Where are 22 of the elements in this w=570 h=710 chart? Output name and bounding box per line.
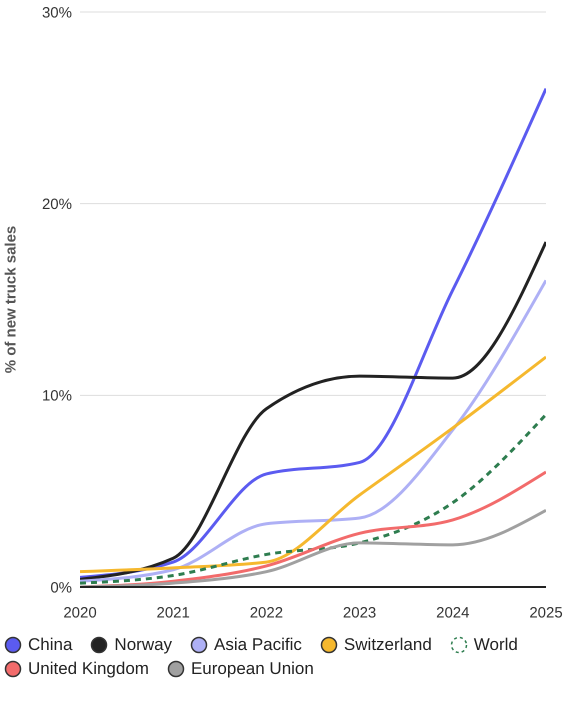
y-tick-label: 10%	[42, 388, 72, 405]
line-series	[80, 87, 546, 579]
legend-label: China	[28, 635, 72, 655]
line-series	[80, 508, 546, 587]
y-axis-title: % of new truck sales	[2, 226, 20, 374]
x-tick-label: 2023	[342, 604, 376, 622]
y-tick-label: 20%	[42, 196, 72, 213]
x-tick-label: 2021	[156, 604, 190, 622]
x-tick-label: 2024	[436, 604, 470, 622]
legend-label: United Kingdom	[28, 659, 149, 679]
x-tick-label: 2020	[63, 604, 97, 622]
legend-label: European Union	[190, 659, 314, 679]
line-series	[80, 356, 546, 574]
legend-label: Asia Pacific	[214, 635, 302, 655]
legend-label: Switzerland	[344, 635, 432, 655]
y-tick-label: 0%	[50, 579, 72, 596]
legend-label: Norway	[114, 635, 172, 655]
legend-label: World	[474, 635, 518, 655]
y-tick-label: 30%	[42, 4, 72, 22]
x-tick-label: 2022	[250, 604, 284, 622]
x-tick-label: 2025	[529, 604, 563, 622]
line-series	[80, 413, 546, 585]
